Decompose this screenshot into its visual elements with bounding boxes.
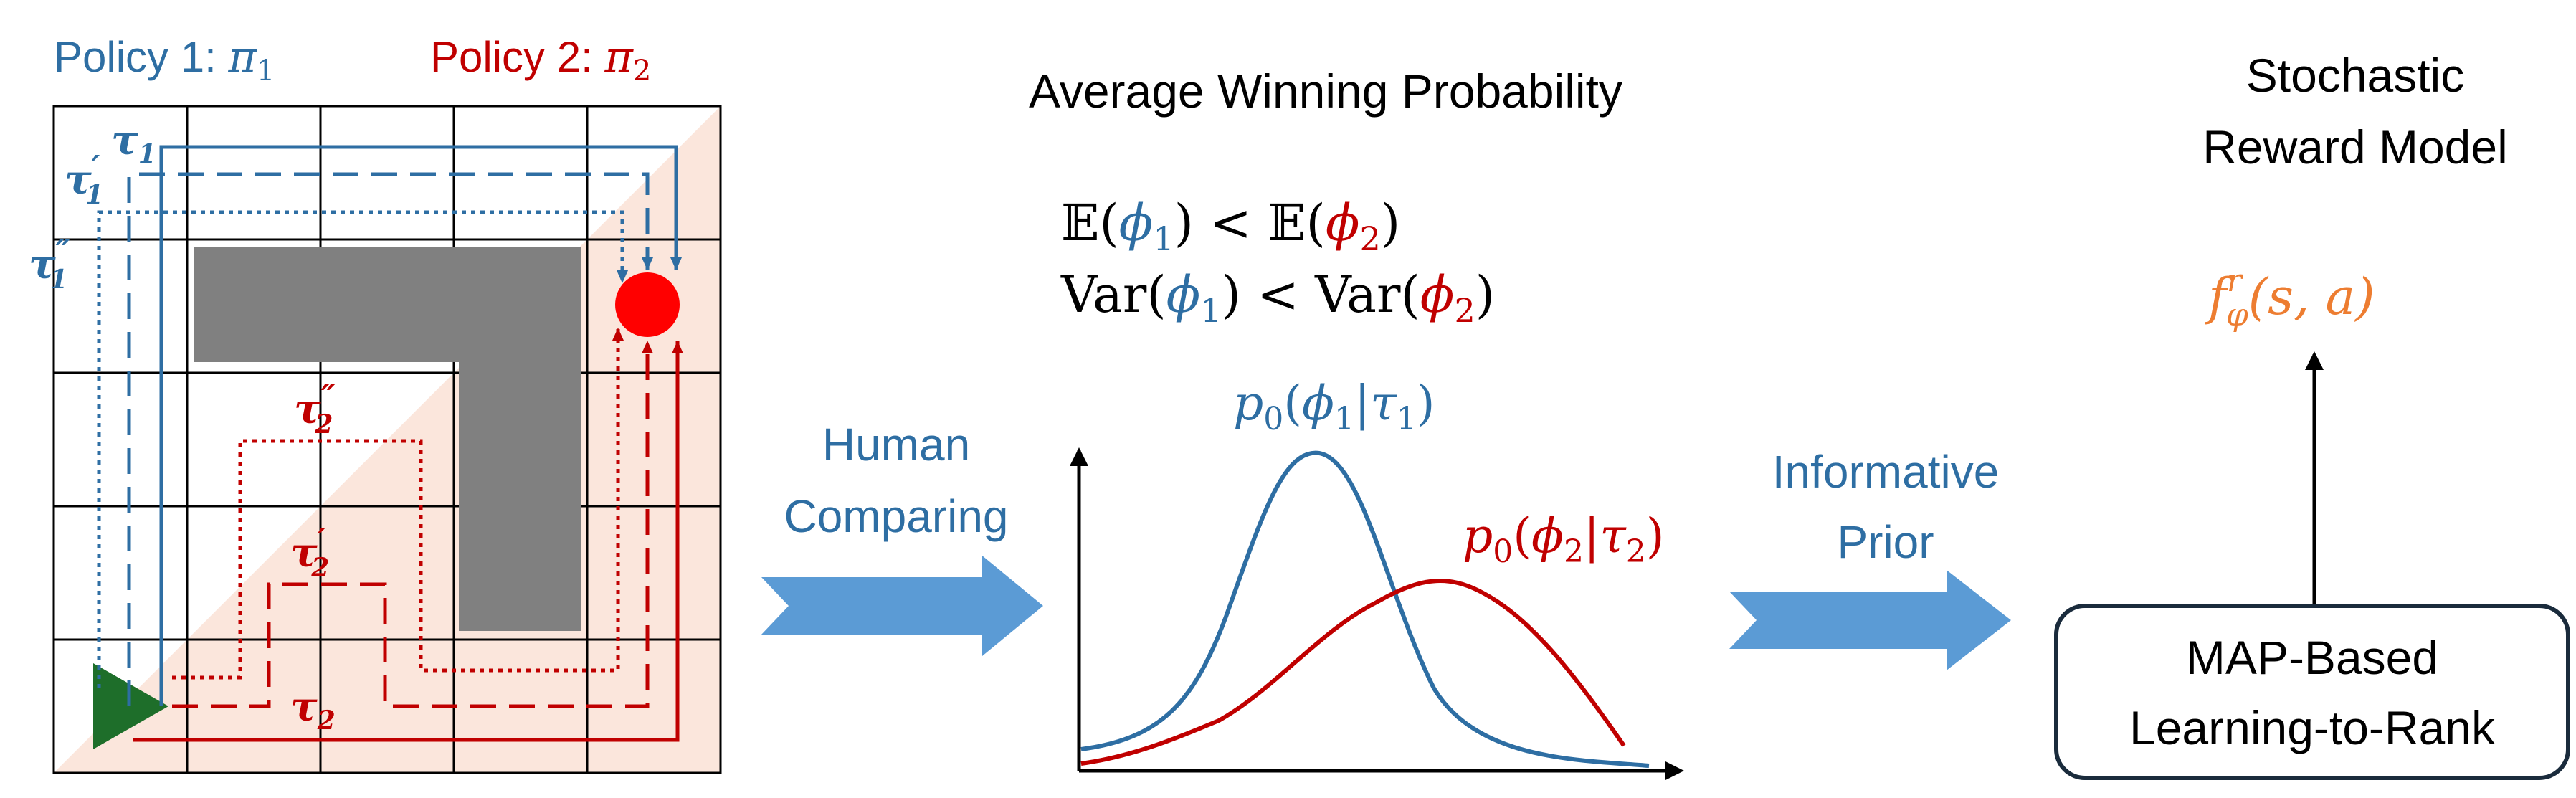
label-tau1-double-prime: τ″ 1: [29, 234, 70, 295]
label-tau2-double-prime: τ″ 2: [294, 379, 336, 440]
grid-lines: [52, 105, 722, 774]
informative-prior-line2: Prior: [1837, 516, 1934, 568]
human-comparing-arrow: [761, 556, 1043, 656]
map-box-line2: Learning-to-Rank: [2129, 701, 2496, 754]
distribution-curve-policy1: [1080, 450, 1650, 768]
stochastic-reward-model-title-line2: Reward Model: [2202, 120, 2508, 174]
map-learning-to-rank-box: [2054, 604, 2570, 780]
label-tau2-prime: τ′ 2: [290, 522, 329, 583]
distribution-label-policy2: p0(ϕ2|τ2): [1463, 508, 1665, 570]
distribution-curve-policy2: [1080, 579, 1626, 766]
distribution-plot: [1070, 447, 1684, 780]
trajectory-tau2-prime: [172, 341, 653, 708]
informative-prior-line1: Informative: [1772, 446, 2000, 498]
informative-prior-arrow: [1729, 570, 2011, 670]
map-box-line1: MAP-Based: [2186, 631, 2438, 684]
label-tau1-prime: τ′ 1: [65, 149, 103, 210]
human-comparing-line1: Human: [822, 419, 970, 470]
variance-inequality: Var(ϕ1) < Var(ϕ2): [1060, 265, 1495, 330]
expectation-inequality: 𝔼(ϕ1) < 𝔼(ϕ2): [1061, 194, 1400, 258]
reward-function-formula: fr φ(s, a): [2205, 262, 2375, 333]
gridworld: τ1 τ′ 1 τ″ 1 τ2 τ′ 2 τ″ 2: [29, 105, 722, 774]
distribution-label-policy1: p0(ϕ1|τ1): [1233, 376, 1435, 437]
trajectory-tau1-double-prime: [97, 210, 628, 688]
trajectory-tau2-double-prime: [172, 328, 624, 680]
goal-marker: [615, 272, 680, 337]
trajectory-tau2: [133, 341, 683, 742]
stochastic-reward-model-title-line1: Stochastic: [2246, 49, 2464, 102]
average-winning-probability-title: Average Winning Probability: [1029, 65, 1622, 118]
human-comparing-line2: Comparing: [784, 490, 1008, 542]
label-tau2: τ2: [290, 683, 336, 736]
trajectory-tau1: [159, 145, 682, 706]
policy1-label: Policy 1: π1: [54, 32, 275, 87]
label-tau1: τ1: [111, 117, 156, 169]
trajectory-tau1-prime: [127, 172, 653, 706]
policy2-label: Policy 2: π2: [430, 32, 651, 87]
obstacle-wall: [194, 247, 581, 631]
